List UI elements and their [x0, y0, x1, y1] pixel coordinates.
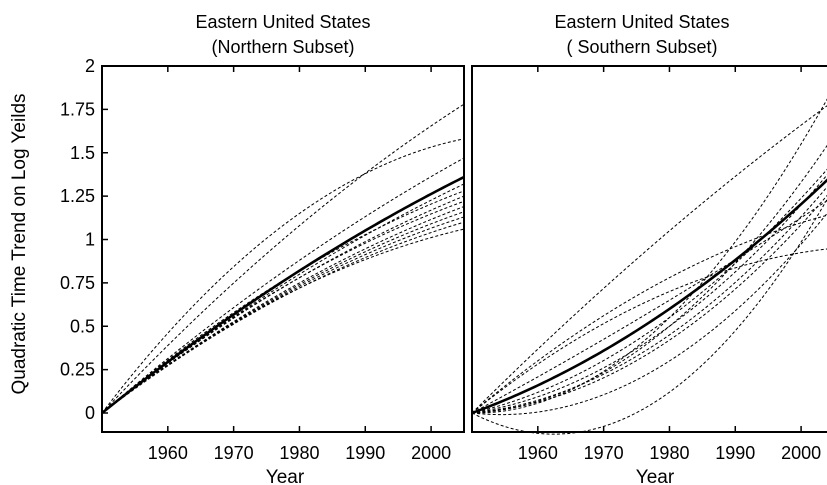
x-axis-label: Year — [636, 467, 675, 485]
x-ticks: 1960 1970 1980 1990 2000 — [518, 66, 821, 463]
x-tick-label: 1980 — [279, 443, 319, 463]
x-tick-label: 1990 — [715, 443, 755, 463]
series-line-3 — [101, 157, 465, 414]
series-line-1 — [101, 103, 465, 414]
x-tick-label: 2000 — [781, 443, 821, 463]
mean-series-line — [471, 178, 827, 415]
y-axis-label: Quadratic Time Trend on Log Yeilds — [9, 93, 30, 394]
plot-frame — [471, 65, 827, 433]
panel-title-line-2: (Northern Subset) — [211, 37, 354, 57]
series-line-10 — [101, 216, 465, 414]
x-tick-label: 1970 — [214, 443, 254, 463]
series-line-10 — [471, 212, 827, 416]
series-line-11 — [471, 198, 827, 435]
series-line-7 — [101, 200, 465, 414]
series-line-11 — [101, 221, 465, 414]
x-ticks: 1960 1970 1980 1990 2000 — [148, 66, 451, 463]
series-line-8 — [471, 200, 827, 414]
series-line-5 — [101, 190, 465, 414]
series-line-7 — [471, 194, 827, 414]
panel-title-line-1: Eastern United States — [195, 12, 370, 32]
panel-title-line-1: Eastern United States — [554, 12, 729, 32]
mean-series-line — [101, 175, 465, 415]
y-tick-label: 1.75 — [60, 99, 95, 119]
y-tick-label: 1.5 — [70, 143, 95, 163]
y-tick-label: 0.5 — [70, 316, 95, 336]
y-ticks: 0 0.25 0.5 0.75 1 1.25 1.5 1.75 2 — [60, 56, 108, 423]
series-line-2 — [471, 98, 827, 414]
series-line-9 — [471, 214, 827, 414]
panel-southern: Eastern United States ( Southern Subset)… — [471, 12, 827, 485]
x-tick-label: 2000 — [411, 443, 451, 463]
series-line-3 — [471, 144, 827, 414]
series-line-5 — [471, 174, 827, 414]
series-line-1 — [471, 105, 827, 414]
series-line-4 — [101, 183, 465, 414]
y-tick-label: 1.25 — [60, 186, 95, 206]
series-line-9 — [101, 211, 465, 414]
panel-title-line-2: ( Southern Subset) — [566, 37, 717, 57]
y-tick-label: 0.25 — [60, 360, 95, 380]
x-axis-label: Year — [266, 467, 305, 485]
x-tick-label: 1960 — [518, 443, 558, 463]
series-group — [101, 103, 465, 415]
y-tick-label: 0 — [85, 403, 95, 423]
series-line-4 — [471, 168, 827, 414]
series-line-12 — [471, 248, 827, 414]
x-tick-label: 1980 — [649, 443, 689, 463]
series-line-6 — [471, 186, 827, 414]
x-tick-label: 1970 — [584, 443, 624, 463]
series-line-2 — [101, 138, 465, 414]
y-tick-label: 1 — [85, 230, 95, 250]
series-line-8 — [101, 206, 465, 414]
y-tick-label: 2 — [85, 56, 95, 76]
series-line-12 — [101, 228, 465, 414]
y-tick-label: 0.75 — [60, 273, 95, 293]
panel-northern: Eastern United States (Northern Subset) … — [60, 12, 465, 485]
plot-frame — [101, 65, 465, 433]
x-tick-label: 1990 — [345, 443, 385, 463]
series-group — [471, 98, 827, 435]
x-tick-label: 1960 — [148, 443, 188, 463]
